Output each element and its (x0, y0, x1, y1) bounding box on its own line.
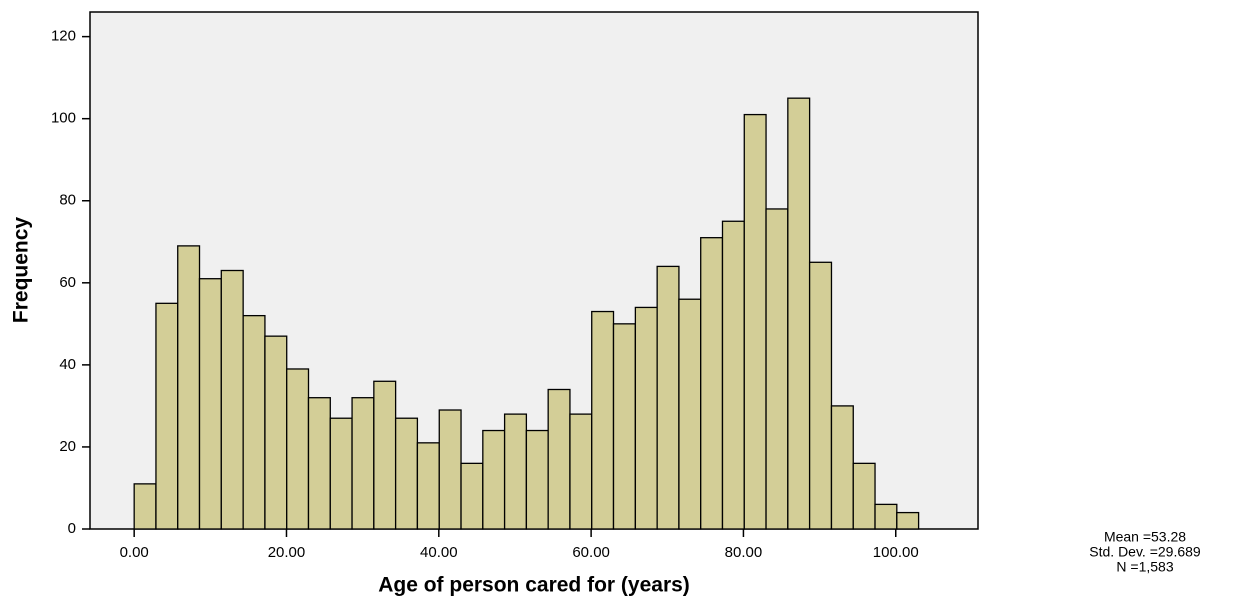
bar (329, 417, 353, 530)
bar (743, 113, 767, 530)
bar (220, 269, 244, 530)
x-tick-label: 20.00 (268, 544, 306, 561)
bar (852, 462, 876, 530)
bar (351, 397, 375, 530)
bar (438, 409, 462, 530)
y-tick-label: 80 (59, 192, 76, 209)
bar (286, 368, 310, 530)
bar (503, 413, 528, 530)
bar (307, 397, 331, 530)
stats-text: Mean =53.28 (1104, 529, 1186, 545)
bar (155, 302, 179, 530)
bar (896, 511, 920, 530)
bar (765, 208, 789, 530)
bar (394, 417, 419, 530)
bar (874, 503, 898, 530)
y-axis-label: Frequency (10, 217, 33, 324)
bar (547, 388, 571, 530)
y-tick-label: 0 (68, 520, 76, 537)
bar (787, 97, 811, 530)
y-tick-label: 60 (59, 274, 76, 291)
bar (460, 462, 484, 530)
bar (373, 380, 397, 530)
bar (569, 413, 593, 530)
bar (721, 220, 745, 530)
bar (591, 310, 615, 530)
x-tick-label: 40.00 (420, 544, 458, 561)
y-tick-label: 100 (51, 110, 76, 127)
bar (656, 265, 680, 530)
x-tick-label: 60.00 (572, 544, 610, 561)
x-axis-label: Age of person cared for (years) (378, 574, 690, 597)
bar (830, 405, 854, 530)
x-tick-label: 80.00 (725, 544, 763, 561)
bar (242, 314, 266, 530)
bar (264, 335, 288, 530)
y-tick-label: 40 (59, 356, 76, 373)
bar (808, 261, 833, 530)
bar (612, 323, 637, 530)
bar (177, 245, 201, 530)
bar (700, 237, 724, 530)
bar (634, 306, 658, 530)
bar (525, 429, 549, 530)
x-tick-label: 100.00 (873, 544, 919, 561)
x-tick-label: 0.00 (120, 544, 149, 561)
bar (133, 483, 157, 530)
y-tick-label: 20 (59, 438, 76, 455)
stats-text: N =1,583 (1116, 559, 1173, 575)
stats-text: Std. Dev. =29.689 (1089, 544, 1201, 560)
bar (678, 298, 702, 530)
y-tick-label: 120 (51, 28, 76, 45)
bar (198, 278, 222, 530)
bar (416, 442, 440, 530)
bar (482, 429, 506, 530)
